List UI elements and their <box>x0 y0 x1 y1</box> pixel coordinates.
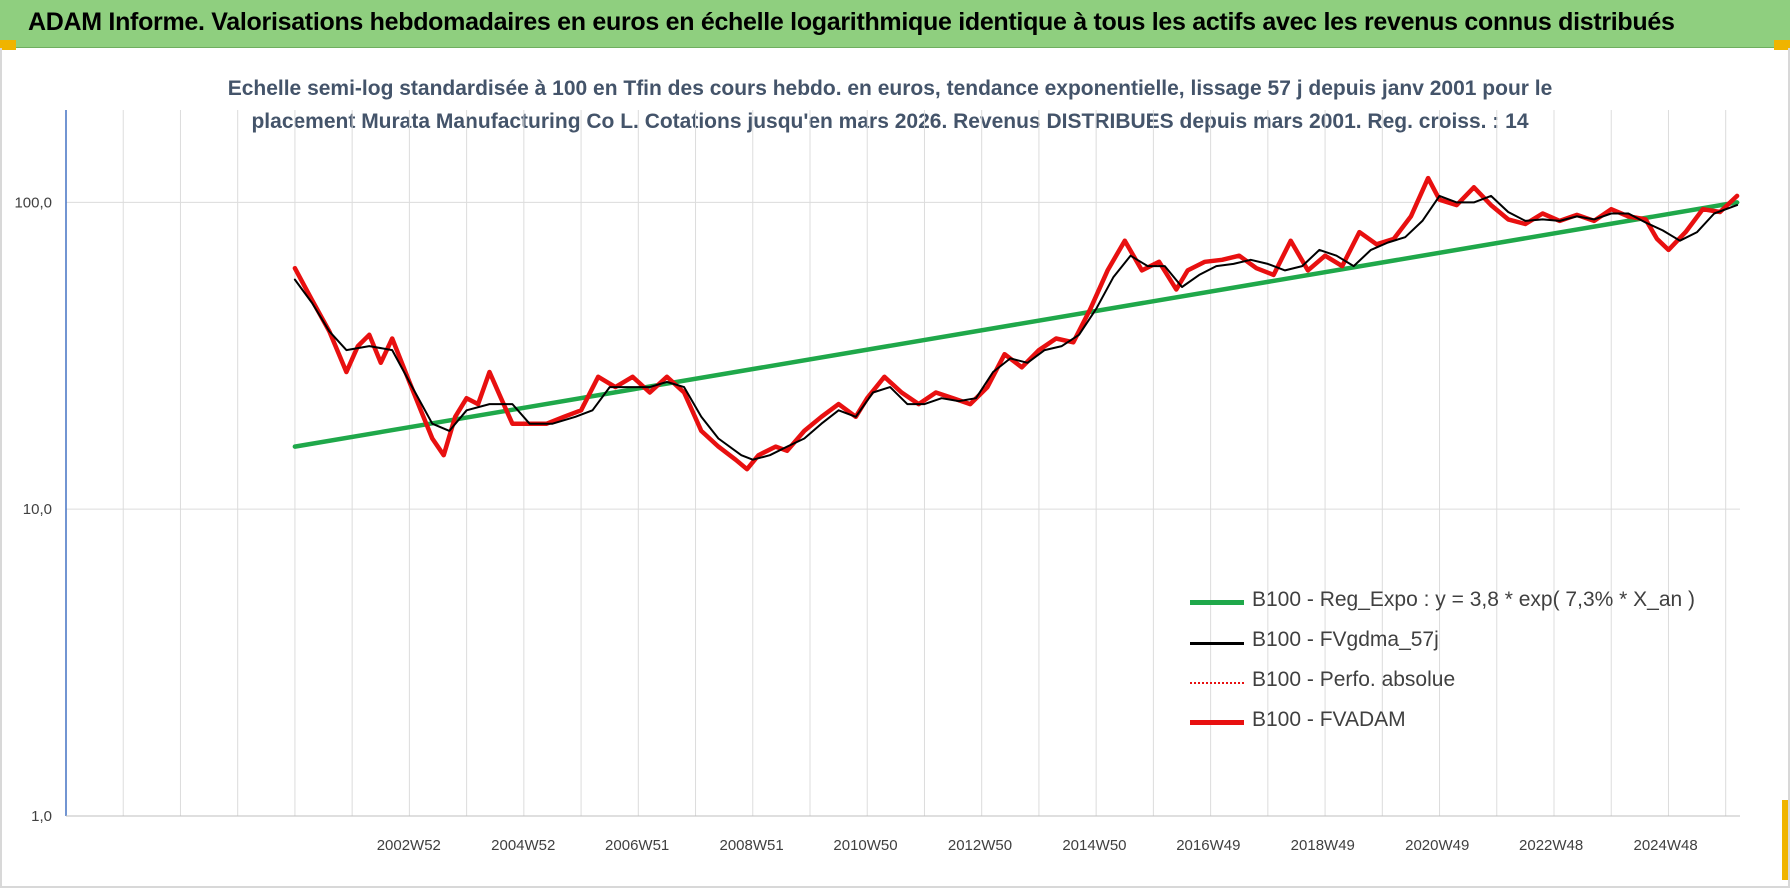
series-line-regression <box>292 200 1740 449</box>
x-tick-label: 2012W50 <box>948 837 1012 854</box>
x-tick-label: 2022W48 <box>1519 837 1583 854</box>
legend-label-perfo: B100 - Perfo. absolue <box>1252 668 1456 691</box>
x-tick-label: 2010W50 <box>833 837 897 854</box>
x-tick-label: 2016W49 <box>1176 837 1240 854</box>
legend-swatch-fvadam <box>1190 720 1244 725</box>
chart-title-line-2: placement Murata Manufacturing Co L. Cot… <box>251 110 1529 133</box>
legend-swatch-perfo <box>1190 682 1244 684</box>
y-tick-label: 1,0 <box>31 808 52 825</box>
chart-title: Echelle semi-log standardisée à 100 en T… <box>190 72 1590 138</box>
corner-marker-top-left <box>0 40 16 50</box>
chart-title-line-1: Echelle semi-log standardisée à 100 en T… <box>227 77 1553 100</box>
x-tick-label: 2008W51 <box>720 837 784 854</box>
chart-frame <box>0 48 1790 888</box>
x-tick-label: 2020W49 <box>1405 837 1469 854</box>
legend-label-regression: B100 - Reg_Expo : y = 3,8 * exp( 7,3% * … <box>1252 588 1696 611</box>
legend-swatch-fvgdma <box>1190 642 1244 645</box>
x-tick-label: 2002W52 <box>377 837 441 854</box>
legend-label-fvgdma: B100 - FVgdma_57j <box>1252 628 1439 651</box>
y-tick-label: 100,0 <box>14 194 52 211</box>
report-title: ADAM Informe. Valorisations hebdomadaire… <box>28 8 1675 36</box>
report-banner: ADAM Informe. Valorisations hebdomadaire… <box>0 0 1790 48</box>
x-tick-label: 2006W51 <box>605 837 669 854</box>
x-tick-label: 2018W49 <box>1291 837 1355 854</box>
legend-swatch-regression <box>1190 600 1244 605</box>
x-tick-label: 2004W52 <box>491 837 555 854</box>
x-tick-label: 2014W50 <box>1062 837 1126 854</box>
y-tick-label: 10,0 <box>23 501 52 518</box>
legend-label-fvadam: B100 - FVADAM <box>1252 708 1406 731</box>
corner-marker-bottom-right <box>1782 800 1790 880</box>
corner-marker-top-right <box>1774 40 1790 50</box>
x-tick-label: 2024W48 <box>1633 837 1697 854</box>
series-line-fvgdma <box>293 194 1739 461</box>
